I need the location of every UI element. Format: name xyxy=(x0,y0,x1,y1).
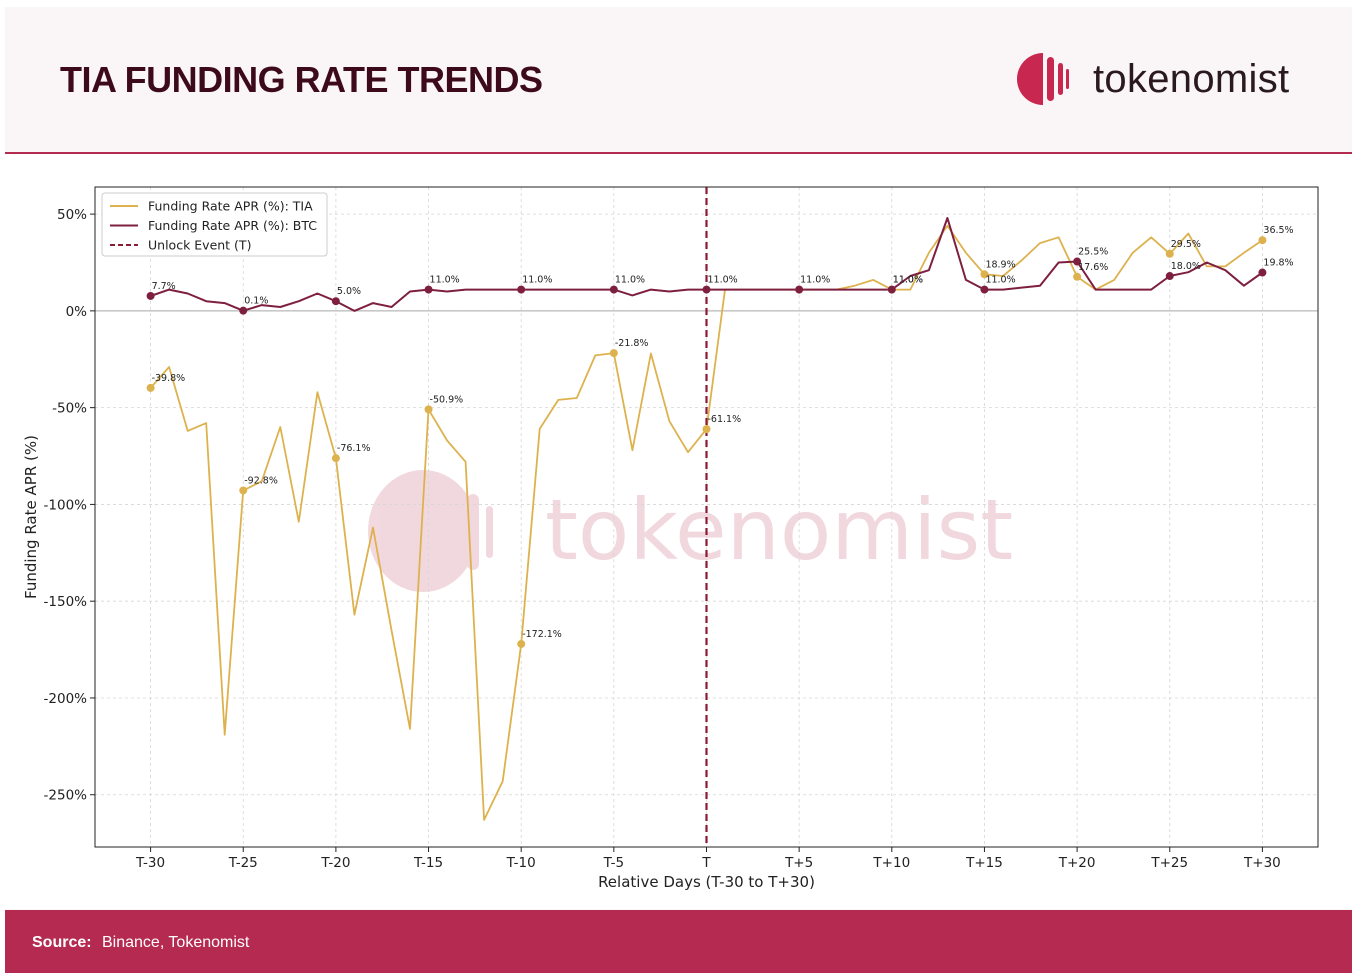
tia-data-label: -21.8% xyxy=(615,338,649,349)
tia-data-label: -39.8% xyxy=(152,373,186,384)
btc-marker xyxy=(517,285,526,294)
tia-data-label: 18.9% xyxy=(985,259,1015,270)
btc-data-label: 7.7% xyxy=(152,281,176,292)
x-tick-label: T xyxy=(701,855,711,871)
header-divider xyxy=(5,152,1352,154)
tia-marker xyxy=(1073,272,1082,281)
x-tick-label: T+10 xyxy=(872,855,910,871)
tia-marker xyxy=(702,425,711,434)
btc-data-label: 11.0% xyxy=(893,275,923,286)
btc-data-label: 11.0% xyxy=(522,275,552,286)
x-tick-label: T-15 xyxy=(413,855,443,871)
x-tick-label: T+30 xyxy=(1243,855,1281,871)
btc-data-label: 19.8% xyxy=(1263,258,1293,269)
brand-name: tokenomist xyxy=(1093,56,1290,101)
btc-data-label: 5.0% xyxy=(337,286,361,297)
legend: Funding Rate APR (%): TIA Funding Rate AP… xyxy=(101,192,328,257)
legend-tia-label: Funding Rate APR (%): TIA xyxy=(148,199,313,214)
header: TIA FUNDING RATE TRENDS tokenomist xyxy=(5,7,1352,152)
watermark-logo-bar xyxy=(486,506,493,558)
x-tick-label: T-20 xyxy=(320,855,350,871)
x-tick-label: T-30 xyxy=(135,855,165,871)
tia-data-label: -61.1% xyxy=(708,414,742,425)
x-axis-label: Relative Days (T-30 to T+30) xyxy=(598,873,815,891)
tia-marker xyxy=(609,349,618,358)
data-labels: -39.8% -92.8% -76.1% -50.9% -172.1% -21.8% -61… xyxy=(152,225,1294,640)
y-tick-label: -50% xyxy=(52,401,87,417)
y-tick-label: -250% xyxy=(44,788,88,804)
y-tick-label: -200% xyxy=(44,691,88,707)
tia-marker xyxy=(1258,236,1267,245)
btc-marker xyxy=(424,285,433,294)
y-axis-label: Funding Rate APR (%) xyxy=(22,435,40,599)
watermark-logo-bar xyxy=(442,482,458,582)
tia-data-label: 17.6% xyxy=(1078,262,1108,273)
btc-data-label: 0.1% xyxy=(244,296,268,307)
btc-data-label: 11.0% xyxy=(985,275,1015,286)
x-tick-label: T-5 xyxy=(603,855,624,871)
btc-marker xyxy=(795,285,804,294)
tia-marker xyxy=(980,270,989,279)
btc-marker xyxy=(1258,268,1267,277)
btc-data-label: 11.0% xyxy=(615,275,645,286)
x-tick-label: T+20 xyxy=(1058,855,1096,871)
tia-data-label: -50.9% xyxy=(430,394,464,405)
btc-marker xyxy=(331,297,340,306)
tia-data-label: 29.5% xyxy=(1171,239,1201,250)
watermark-logo-circle xyxy=(368,470,478,592)
tia-marker xyxy=(331,454,340,463)
tia-data-label: -76.1% xyxy=(337,443,371,454)
btc-data-label: 18.0% xyxy=(1171,261,1201,272)
tia-marker xyxy=(146,383,155,392)
tokenomist-logo-icon xyxy=(1017,53,1069,105)
watermark: tokenomist xyxy=(368,470,1013,592)
source-label: Source: xyxy=(32,934,92,951)
btc-marker xyxy=(702,285,711,294)
btc-data-label: 25.5% xyxy=(1078,247,1108,258)
x-tick-label: T-10 xyxy=(506,855,536,871)
tia-data-label: -92.8% xyxy=(244,475,278,486)
y-tick-label: 50% xyxy=(57,207,87,223)
x-tick-label: T-25 xyxy=(228,855,258,871)
tia-marker xyxy=(239,486,248,495)
tia-data-label: 36.5% xyxy=(1263,225,1293,236)
btc-marker xyxy=(239,306,248,315)
btc-marker xyxy=(887,285,896,294)
brand: tokenomist xyxy=(1015,49,1289,109)
y-tick-label: 0% xyxy=(66,304,88,320)
source-value: Binance, Tokenomist xyxy=(102,934,250,951)
btc-data-label: 11.0% xyxy=(430,275,460,286)
tia-data-label: 11.0% xyxy=(800,275,830,286)
tia-data-label: 11.0% xyxy=(893,275,923,286)
y-axis: 50% 0% -50% -100% -150% -200% -250% xyxy=(44,207,95,804)
chart-area: tokenomist -39.8% -92.8% -76.1% -50.9% -172.… xyxy=(5,154,1352,909)
tia-marker xyxy=(1165,249,1174,258)
series-markers xyxy=(146,236,1267,648)
legend-box xyxy=(101,192,328,257)
page-frame: TIA FUNDING RATE TRENDS tokenomist token… xyxy=(5,7,1352,973)
tia-marker xyxy=(517,639,526,648)
btc-marker xyxy=(146,291,155,300)
btc-data-label: 11.0% xyxy=(708,275,738,286)
tia-marker xyxy=(424,405,433,414)
x-tick-label: T+5 xyxy=(784,855,813,871)
btc-marker xyxy=(1073,257,1082,266)
btc-marker xyxy=(609,285,618,294)
watermark-text: tokenomist xyxy=(545,481,1013,579)
x-tick-label: T+25 xyxy=(1150,855,1188,871)
btc-marker xyxy=(980,285,989,294)
x-tick-label: T+15 xyxy=(965,855,1003,871)
btc-marker xyxy=(1165,272,1174,281)
funding-rate-chart: tokenomist -39.8% -92.8% -76.1% -50.9% -172.… xyxy=(22,186,1319,891)
page-title: TIA FUNDING RATE TRENDS xyxy=(60,59,543,100)
footer: Source: Binance, Tokenomist xyxy=(5,910,1352,973)
y-tick-label: -150% xyxy=(44,594,88,610)
legend-btc-label: Funding Rate APR (%): BTC xyxy=(148,218,317,233)
x-axis: T-30 T-25 T-20 T-15 T-10 T-5 T T+5 T+10 T+15 T+20 T… xyxy=(135,847,1281,871)
y-tick-label: -100% xyxy=(44,497,88,513)
tia-data-label: -172.1% xyxy=(522,629,562,640)
legend-unlock-label: Unlock Event (T) xyxy=(148,238,251,253)
